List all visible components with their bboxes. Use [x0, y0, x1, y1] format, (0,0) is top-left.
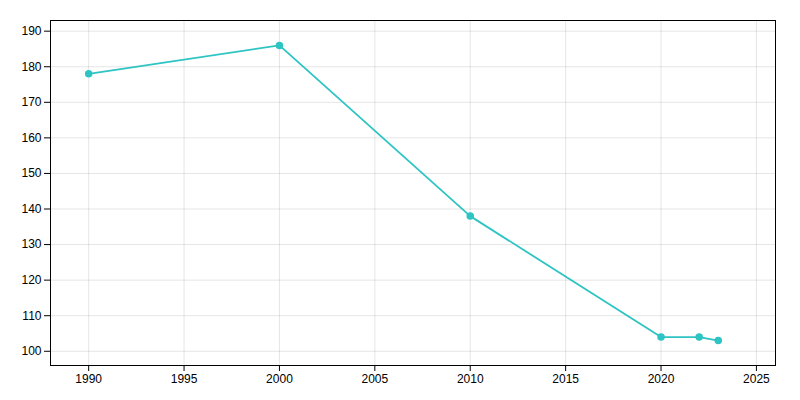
svg-text:150: 150 [21, 166, 41, 180]
svg-text:130: 130 [21, 237, 41, 251]
svg-text:110: 110 [22, 309, 41, 323]
svg-text:1995: 1995 [171, 372, 198, 386]
svg-text:2015: 2015 [552, 372, 579, 386]
svg-text:180: 180 [21, 60, 41, 74]
svg-text:120: 120 [21, 273, 41, 287]
svg-text:2000: 2000 [266, 372, 293, 386]
svg-text:2005: 2005 [361, 372, 388, 386]
svg-text:2010: 2010 [457, 372, 484, 386]
svg-text:190: 190 [21, 24, 41, 38]
svg-text:160: 160 [21, 131, 41, 145]
svg-text:100: 100 [21, 344, 41, 358]
svg-text:2025: 2025 [743, 372, 770, 386]
svg-text:170: 170 [21, 95, 41, 109]
svg-text:2020: 2020 [648, 372, 675, 386]
svg-text:1990: 1990 [75, 372, 102, 386]
svg-text:140: 140 [21, 202, 41, 216]
